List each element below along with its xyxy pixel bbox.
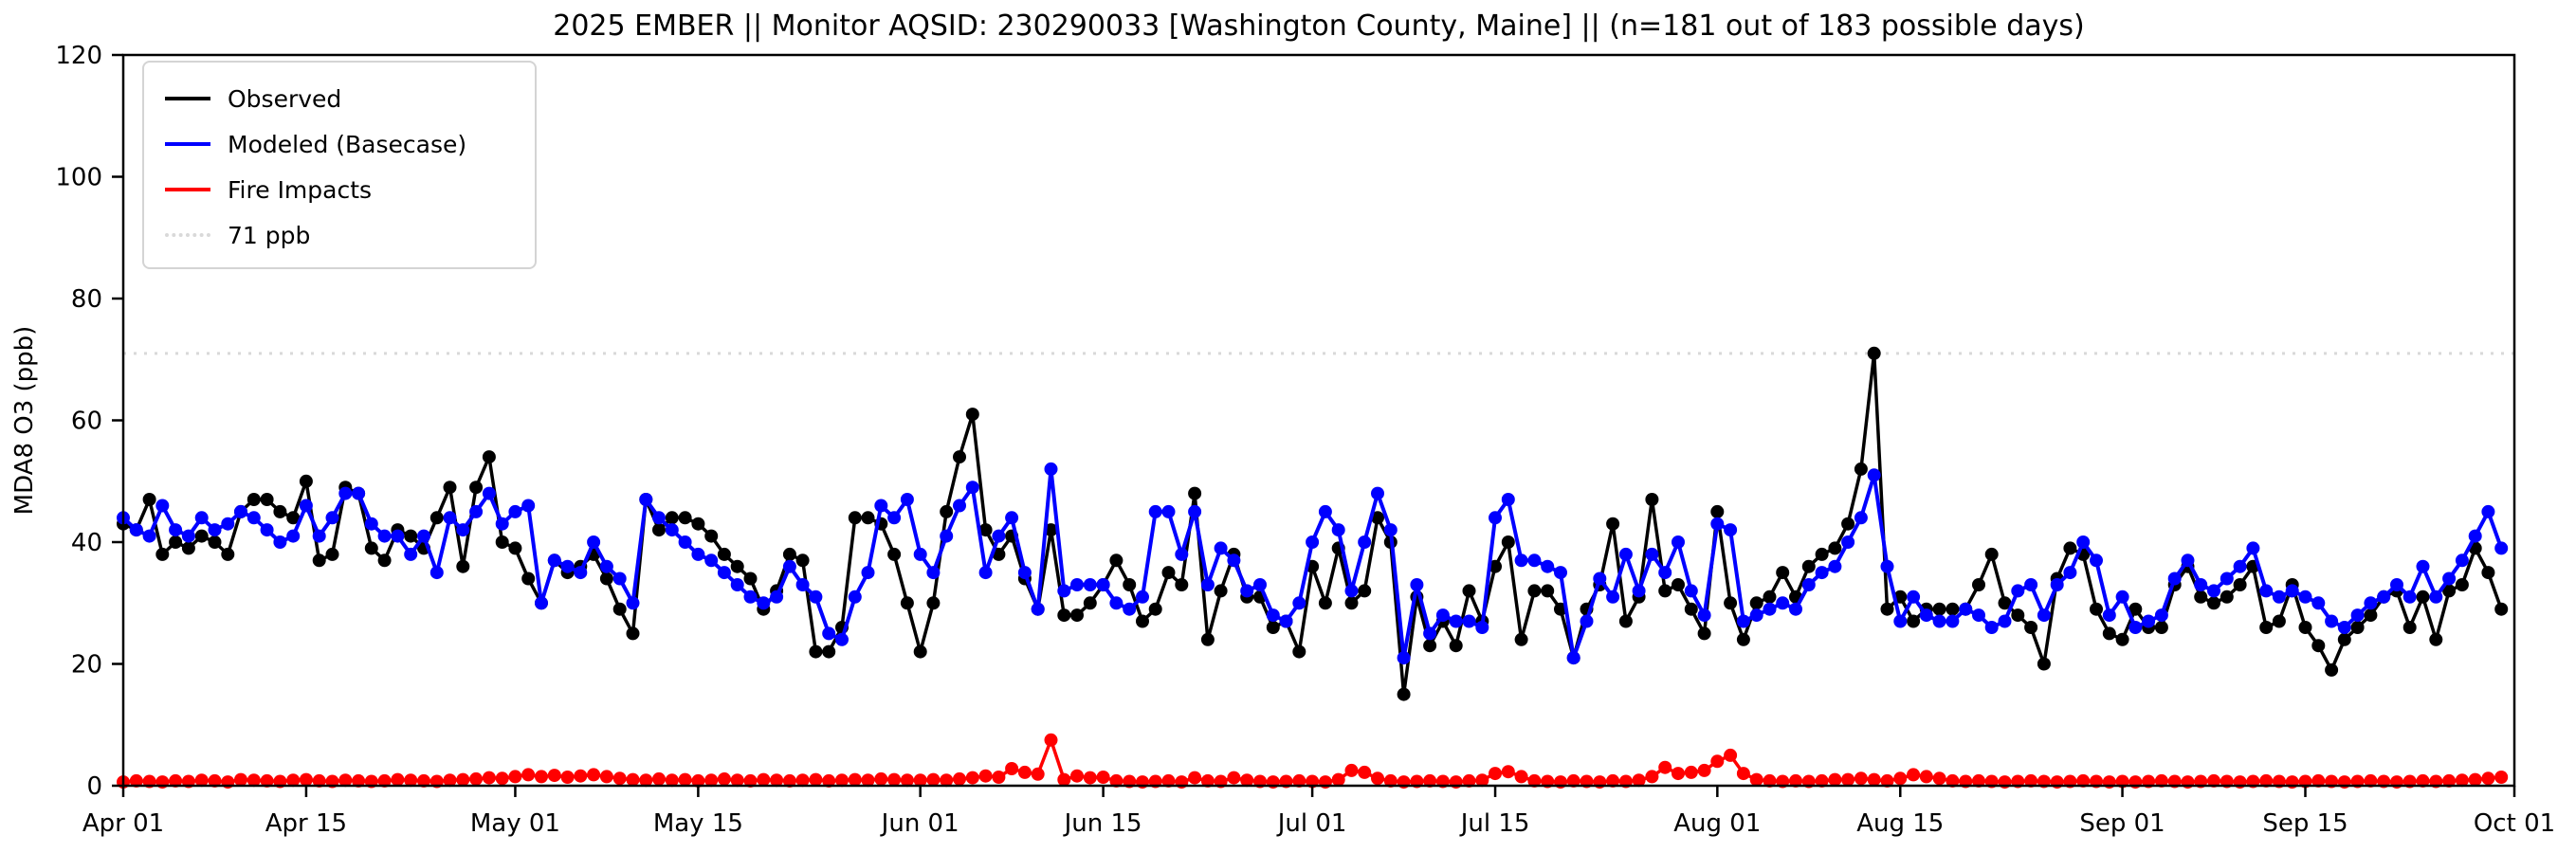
legend-item-threshold: 71 ppb <box>144 212 535 258</box>
x-tick-label: Jul 15 <box>1459 809 1530 838</box>
modeled-line-sample <box>165 142 210 146</box>
y-tick-label: 120 <box>55 42 102 70</box>
series-observed <box>117 346 2509 701</box>
observed-line-sample <box>165 97 210 100</box>
x-tick-label: Oct 01 <box>2474 809 2555 838</box>
y-tick-label: 0 <box>86 772 102 801</box>
x-tick-label: Sep 15 <box>2262 809 2348 838</box>
y-tick-label: 20 <box>71 651 102 680</box>
x-tick-label: Aug 01 <box>1673 809 1761 838</box>
legend-label: 71 ppb <box>228 221 311 249</box>
fire-line-sample <box>165 188 210 191</box>
x-tick-label: Jun 15 <box>1063 809 1142 838</box>
legend-label: Observed <box>228 84 342 113</box>
x-tick-label: May 01 <box>470 809 560 838</box>
legend-item-modeled: Modeled (Basecase) <box>144 121 535 167</box>
chart-title: 2025 EMBER || Monitor AQSID: 230290033 [… <box>553 9 2085 43</box>
x-tick-label: Jun 01 <box>880 809 959 838</box>
x-tick-label: Aug 15 <box>1856 809 1944 838</box>
x-tick-label: Apr 15 <box>265 809 347 838</box>
y-tick-label: 100 <box>55 164 102 192</box>
series-fire-impacts <box>117 733 2509 789</box>
x-tick-label: Apr 01 <box>82 809 164 838</box>
x-tick-label: May 15 <box>653 809 743 838</box>
y-tick-label: 40 <box>71 529 102 557</box>
x-tick-label: Sep 01 <box>2079 809 2165 838</box>
y-tick-label: 80 <box>71 285 102 314</box>
x-tick-label: Jul 01 <box>1276 809 1347 838</box>
series-modeled-basecase- <box>117 462 2509 665</box>
y-tick-label: 60 <box>71 408 102 436</box>
y-axis-label: MDA8 O3 (ppb) <box>10 326 39 516</box>
legend-label: Fire Impacts <box>228 175 373 204</box>
legend-label: Modeled (Basecase) <box>228 130 467 158</box>
legend: Observed Modeled (Basecase) Fire Impacts… <box>142 61 537 269</box>
legend-item-observed: Observed <box>144 76 535 121</box>
threshold-line-sample <box>165 233 210 237</box>
legend-item-fire: Fire Impacts <box>144 167 535 212</box>
